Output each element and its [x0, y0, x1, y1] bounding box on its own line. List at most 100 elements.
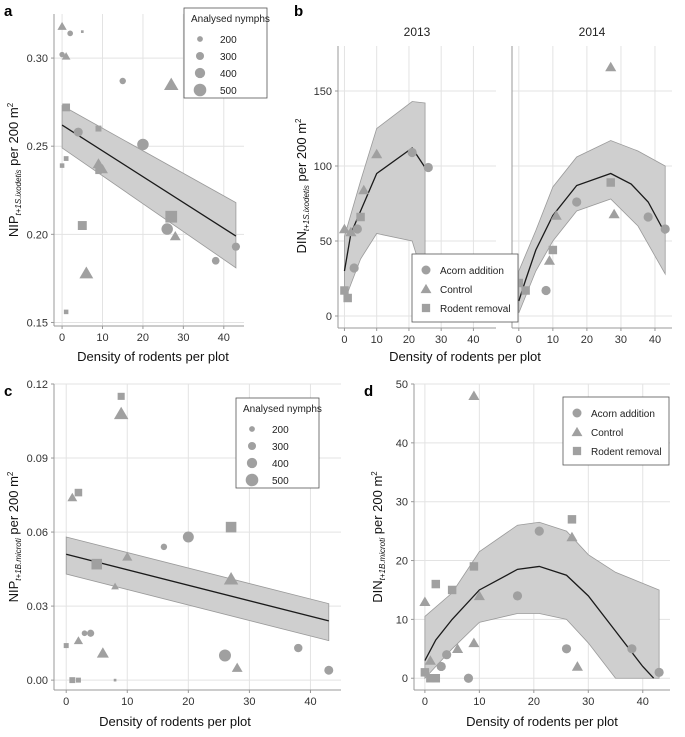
legend-circle-marker	[572, 408, 582, 418]
ylabel-rest: per 200 m	[294, 123, 309, 185]
legend-size-label: 400	[220, 69, 237, 80]
data-point	[345, 226, 357, 237]
data-point	[73, 636, 84, 645]
legend-entry-label: Acorn addition	[591, 409, 655, 420]
confidence-band	[518, 140, 666, 314]
ylabel-sub: t+1S.ixodetis	[14, 169, 23, 215]
confidence-band	[424, 521, 660, 680]
x-tick-label: 20	[403, 334, 415, 346]
ylabel-sup: 2	[370, 471, 379, 476]
data-point	[122, 551, 133, 561]
data-point	[436, 661, 446, 672]
data-point	[566, 531, 578, 542]
data-point	[605, 61, 617, 72]
data-point	[514, 278, 524, 288]
data-point	[79, 266, 94, 279]
data-point	[182, 531, 194, 543]
legend-entry-label: Control	[591, 428, 623, 439]
legend-size-marker	[195, 51, 205, 61]
data-point	[468, 637, 480, 648]
y-tick-label: 30	[396, 497, 408, 509]
legend-size-label: 500	[272, 476, 289, 487]
fit-line	[66, 553, 329, 622]
data-point	[660, 224, 670, 234]
data-point	[63, 309, 69, 315]
legend-size-label: 200	[220, 35, 237, 46]
legend-size-marker	[246, 457, 258, 469]
legend-circle-marker	[421, 265, 431, 275]
data-point	[407, 147, 417, 158]
x-tick-label: 20	[581, 334, 593, 346]
data-point	[541, 285, 551, 296]
ylabel-rest: per 200 m	[6, 476, 21, 538]
data-point	[95, 167, 102, 175]
data-point	[96, 647, 109, 658]
panel-label: d	[364, 383, 373, 400]
data-point	[463, 673, 474, 683]
x-tick-label: 0	[63, 696, 69, 708]
ylabel-sup: 2	[6, 471, 15, 476]
data-point	[63, 156, 69, 161]
data-point	[608, 208, 620, 219]
y-tick-label: 40	[396, 438, 408, 450]
data-point	[447, 585, 457, 595]
confidence-band	[61, 104, 237, 269]
data-point	[419, 596, 431, 606]
panel-a: 0 10 20 30 40 0.15 0.20 0.25 0.30 Analysed nymphs…	[4, 3, 270, 364]
data-point	[550, 210, 562, 220]
data-point	[80, 30, 84, 33]
y-tick-label: 0.06	[27, 527, 48, 539]
data-point	[473, 590, 485, 601]
x-tick-label: 0	[422, 696, 428, 708]
data-point	[62, 103, 71, 112]
ylabel-main: NIP	[6, 215, 21, 237]
data-point	[61, 52, 71, 60]
x-tick-label: 10	[547, 334, 559, 346]
legend-size-marker	[197, 36, 203, 42]
legend-title: Analysed nymphs	[243, 404, 322, 415]
data-point	[73, 127, 83, 137]
legend-triangle-marker	[571, 426, 583, 437]
y-tick-label: 0.25	[27, 141, 48, 153]
y-tick-label: 150	[314, 86, 332, 98]
legend-size-marker	[245, 473, 259, 487]
y-tick-label: 0.03	[27, 601, 48, 613]
y-tick-label: 0	[402, 673, 408, 685]
x-tick-label: 20	[182, 696, 194, 708]
fit-line	[424, 565, 655, 679]
data-point	[431, 579, 441, 589]
legend-triangle-marker	[420, 283, 432, 294]
panel-b: 0 10 20 30 40 0 50 100 150 2013 0 10 20 30 40 2014 Acorn…	[294, 3, 672, 364]
x-tick-label: 10	[371, 334, 383, 346]
data-point	[423, 162, 433, 173]
data-point	[231, 242, 241, 251]
legend-size-label: 200	[272, 425, 289, 436]
data-point	[420, 668, 430, 677]
y-tick-label: 50	[320, 236, 332, 248]
data-point	[77, 221, 87, 230]
data-point	[352, 224, 362, 234]
facet-title: 2013	[404, 25, 431, 39]
y-tick-label: 0.20	[27, 229, 48, 241]
data-point	[324, 665, 334, 675]
x-tick-label: 30	[435, 334, 447, 346]
legend-size-marker	[193, 83, 207, 97]
data-point	[543, 255, 556, 265]
data-point	[343, 293, 352, 303]
legend-size-marker	[194, 67, 206, 79]
y-axis-label: NIPt+1B.microti per 200 m2	[6, 471, 23, 602]
data-point	[113, 678, 117, 682]
data-point	[294, 643, 303, 653]
data-point	[57, 21, 67, 30]
data-point	[223, 572, 239, 585]
x-tick-label: 0	[516, 334, 522, 346]
x-tick-label: 10	[96, 332, 108, 344]
panel-label: c	[4, 383, 12, 400]
y-tick-label: 100	[314, 161, 332, 173]
y-tick-label: 0.00	[27, 675, 48, 687]
panel-c: 0 10 20 30 40 0.00 0.03 0.06 0.09 0.12 Analysed ny…	[4, 379, 341, 729]
facet-2014: 0 10 20 30 40 2014	[511, 25, 672, 346]
data-point	[70, 677, 75, 683]
legend-box	[562, 396, 670, 466]
x-tick-label: 0	[341, 334, 347, 346]
